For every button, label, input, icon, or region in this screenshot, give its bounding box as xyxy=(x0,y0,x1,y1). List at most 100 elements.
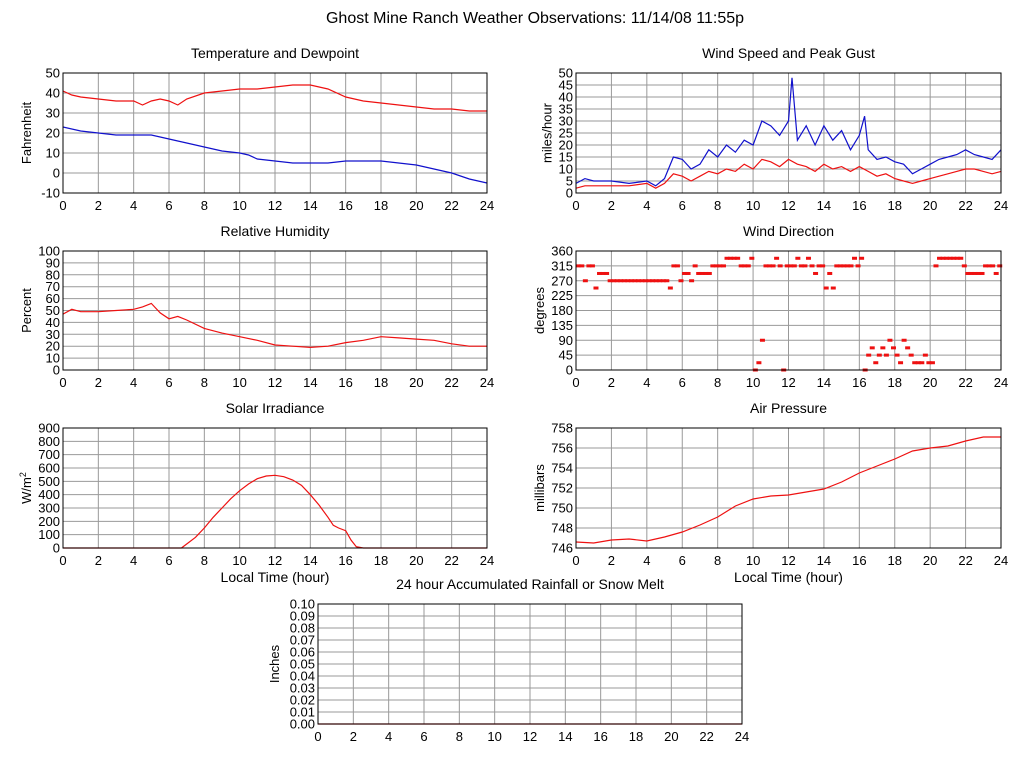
direction-point xyxy=(742,264,748,268)
solar-xtick-label: 10 xyxy=(232,553,246,568)
direction-point xyxy=(618,279,624,283)
temp-ytick-label: 50 xyxy=(46,66,60,81)
humidity-ytick-label: 70 xyxy=(46,279,60,294)
direction-point xyxy=(876,353,882,357)
direction-point xyxy=(968,271,974,275)
direction-point xyxy=(915,361,921,365)
direction-point xyxy=(919,361,925,365)
direction-point xyxy=(586,264,592,268)
direction-point xyxy=(997,264,1003,268)
direction-point xyxy=(749,256,755,260)
direction-point xyxy=(880,346,886,350)
rain-chart-title: 24 hour Accumulated Rainfall or Snow Mel… xyxy=(396,576,664,592)
humidity-xtick-label: 18 xyxy=(374,375,388,390)
humidity-chart-title: Relative Humidity xyxy=(221,223,330,239)
direction-ytick-label: 0 xyxy=(566,363,573,378)
solar-plot-frame xyxy=(62,427,488,549)
direction-point xyxy=(823,286,829,290)
humidity-ytick-label: 80 xyxy=(46,267,60,282)
solar-ylabel-text: W/m xyxy=(19,477,34,504)
wind-xtick-label: 16 xyxy=(852,198,866,213)
solar-ytick-label: 200 xyxy=(38,514,60,529)
temp-xtick-label: 10 xyxy=(232,198,246,213)
direction-ytick-label: 45 xyxy=(559,348,573,363)
direction-point xyxy=(859,256,865,260)
pressure-ytick-label: 748 xyxy=(551,521,573,536)
direction-point xyxy=(643,279,649,283)
rain-ytick-label: 0.06 xyxy=(290,645,315,660)
wind-ytick-label: 20 xyxy=(559,138,573,153)
direction-point xyxy=(933,264,939,268)
pressure-xtick-label: 6 xyxy=(679,553,686,568)
direction-point xyxy=(802,264,808,268)
direction-point xyxy=(990,264,996,268)
rain-xtick-label: 16 xyxy=(593,729,607,744)
direction-point xyxy=(628,279,634,283)
solar-xtick-label: 24 xyxy=(480,553,494,568)
solar-ytick-label: 100 xyxy=(38,527,60,542)
direction-point xyxy=(635,279,641,283)
direction-point xyxy=(767,264,773,268)
rain-ytick-label: 0.02 xyxy=(290,693,315,708)
temp-xtick-label: 22 xyxy=(444,198,458,213)
rain-ylabel: Inches xyxy=(267,644,282,683)
humidity-ylabel: Percent xyxy=(19,288,34,333)
wind-chart-title: Wind Speed and Peak Gust xyxy=(702,45,875,61)
humidity-ytick-label: 60 xyxy=(46,291,60,306)
pressure-xtick-label: 12 xyxy=(781,553,795,568)
wind-xtick-label: 18 xyxy=(888,198,902,213)
direction-point xyxy=(671,264,677,268)
solar-ylabel-superscript: 2 xyxy=(18,472,28,477)
temp-ytick-label: 20 xyxy=(46,126,60,141)
pressure-xtick-label: 16 xyxy=(852,553,866,568)
direction-point xyxy=(735,256,741,260)
temp-series-0-line xyxy=(62,84,487,112)
humidity-xtick-label: 16 xyxy=(338,375,352,390)
direction-xtick-label: 18 xyxy=(888,375,902,390)
rain-ytick-label: 0.07 xyxy=(290,633,315,648)
direction-chart-title: Wind Direction xyxy=(743,223,834,239)
rain-xtick-label: 18 xyxy=(629,729,643,744)
direction-point xyxy=(873,361,879,365)
direction-point xyxy=(890,346,896,350)
direction-point xyxy=(898,361,904,365)
rain-ylabel-text: Inches xyxy=(267,644,282,683)
pressure-ytick-label: 746 xyxy=(551,541,573,556)
direction-point xyxy=(589,264,595,268)
rain-plot-frame xyxy=(317,603,743,725)
solar-xtick-label: 12 xyxy=(268,553,282,568)
direction-point xyxy=(954,256,960,260)
direction-point xyxy=(713,264,719,268)
page-title: Ghost Mine Ranch Weather Observations: 1… xyxy=(326,10,744,27)
humidity-ytick-label: 40 xyxy=(46,315,60,330)
humidity-xtick-label: 20 xyxy=(409,375,423,390)
direction-point xyxy=(710,264,716,268)
direction-point xyxy=(650,279,656,283)
pressure-xtick-label: 22 xyxy=(958,553,972,568)
temp-xtick-label: 2 xyxy=(95,198,102,213)
solar-xtick-label: 0 xyxy=(59,553,66,568)
humidity-xtick-label: 8 xyxy=(201,375,208,390)
pressure-xlabel: Local Time (hour) xyxy=(734,569,843,585)
direction-point xyxy=(848,264,854,268)
direction-point xyxy=(983,264,989,268)
direction-point xyxy=(979,271,985,275)
solar-ylabel: W/m2 xyxy=(18,472,34,504)
rain-ytick-label: 0.03 xyxy=(290,681,315,696)
solar-ytick-label: 700 xyxy=(38,447,60,462)
direction-point xyxy=(699,271,705,275)
temp-xtick-label: 6 xyxy=(165,198,172,213)
solar-xtick-label: 18 xyxy=(374,553,388,568)
direction-point xyxy=(922,353,928,357)
solar-ytick-label: 500 xyxy=(38,474,60,489)
temp-xtick-label: 14 xyxy=(303,198,317,213)
humidity-xtick-label: 0 xyxy=(59,375,66,390)
pressure-ytick-label: 754 xyxy=(551,461,573,476)
humidity-xtick-label: 2 xyxy=(95,375,102,390)
temp-ytick-label: 10 xyxy=(46,146,60,161)
humidity-xtick-label: 24 xyxy=(480,375,494,390)
pressure-gridlines xyxy=(575,427,1002,549)
solar-xtick-label: 14 xyxy=(303,553,317,568)
direction-ytick-label: 180 xyxy=(551,303,573,318)
